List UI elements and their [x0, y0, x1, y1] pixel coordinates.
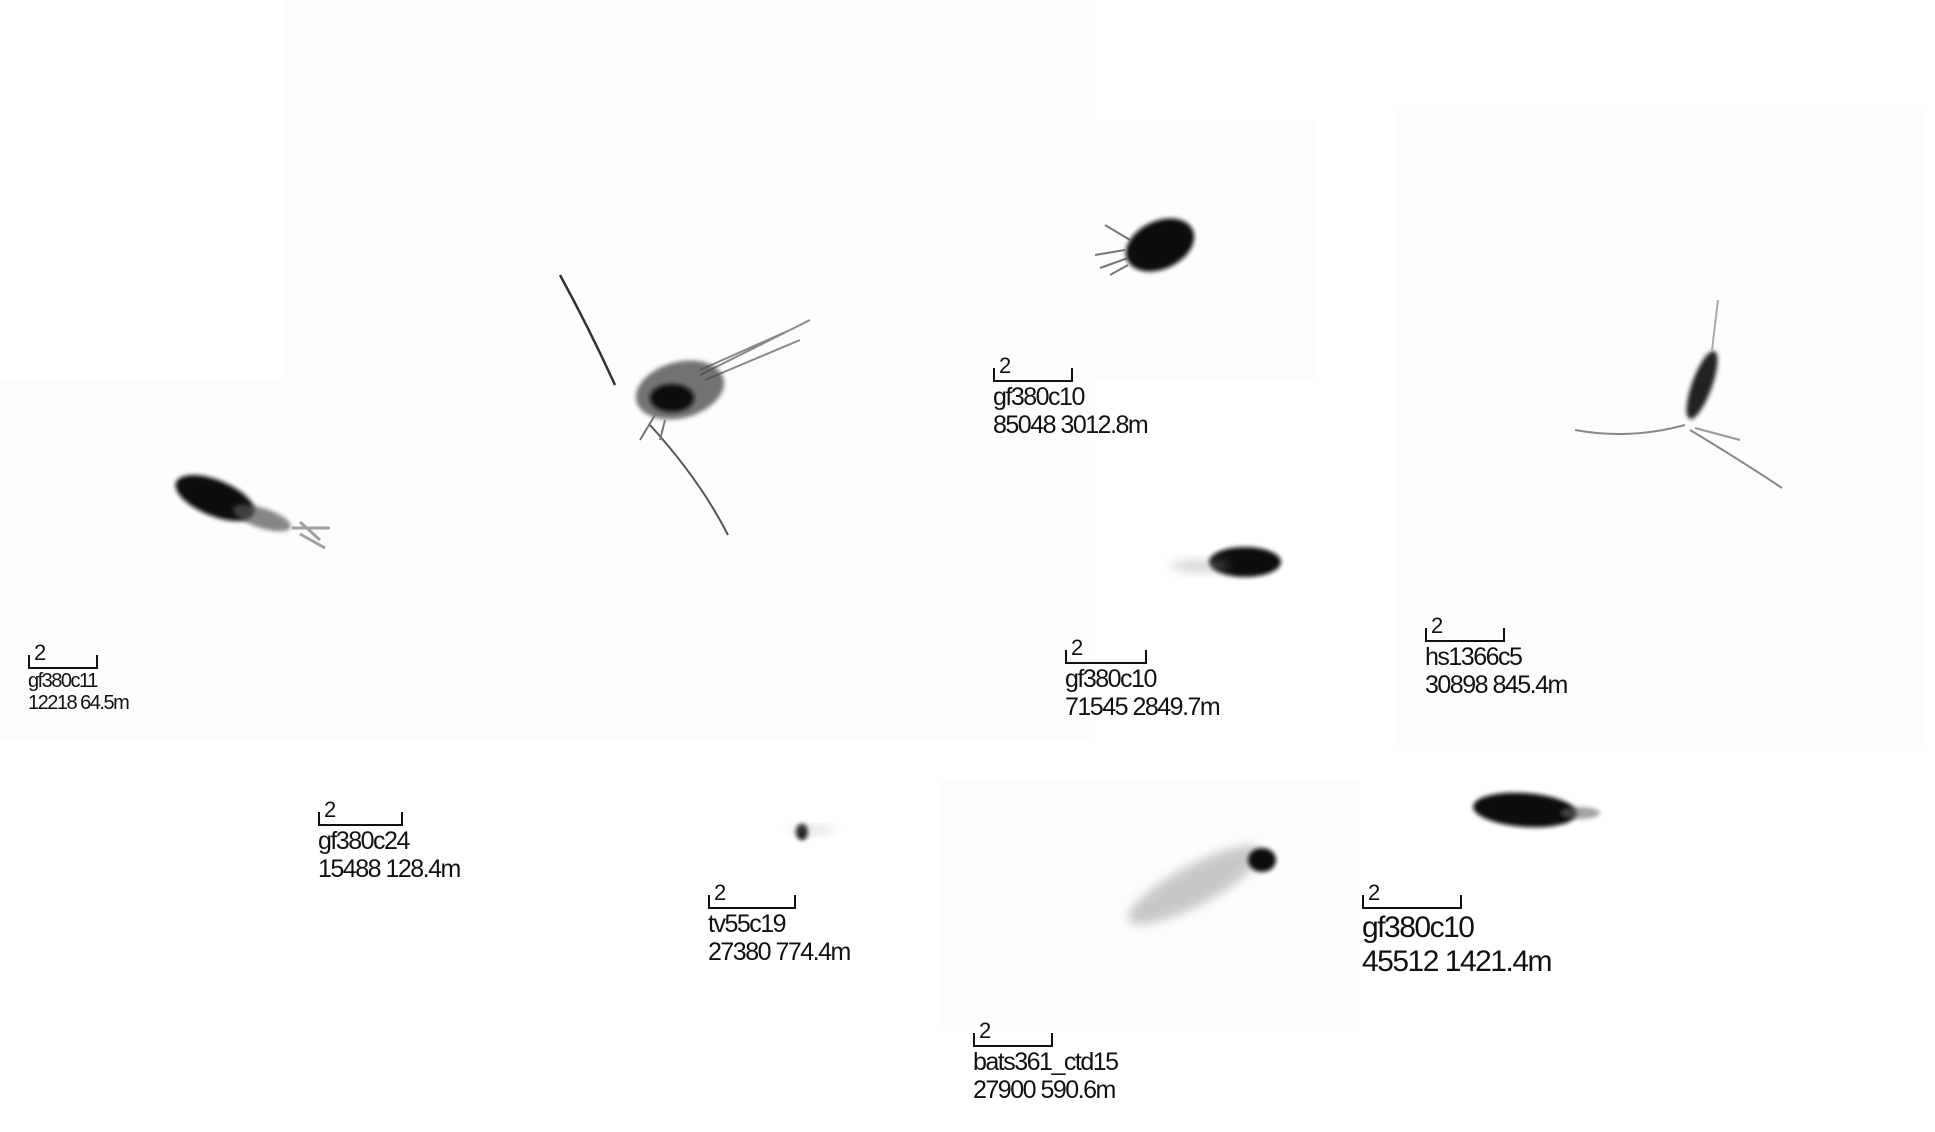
sample-id: gf380c10	[1065, 665, 1157, 693]
sample-id: gf380c10	[1362, 911, 1475, 944]
specimen-label-b: 2 gf380c24 15488 128.4m	[318, 799, 461, 883]
specimen-label-h: 2 gf380c10 45512 1421.4m	[1362, 882, 1553, 978]
specimen-label-e: 2 hs1366c5 30898 845.4m	[1425, 615, 1568, 699]
scale-bar-value: 2	[1368, 880, 1380, 905]
sample-depth: 85048 3012.8m	[993, 411, 1149, 439]
scale-bar-value: 2	[34, 640, 46, 665]
sample-id: bats361_ctd15	[973, 1048, 1119, 1076]
sample-id: gf380c24	[318, 827, 410, 855]
copepod-specimen-icon	[1473, 792, 1600, 828]
specimen-label-c: 2 gf380c10 85048 3012.8m	[993, 355, 1149, 439]
sample-depth: 15488 128.4m	[318, 855, 461, 883]
specimen-label-f: 2 tv55c19 27380 774.4m	[708, 882, 851, 966]
specimen-label-g: 2 bats361_ctd15 27900 590.6m	[973, 1020, 1119, 1104]
scale-bar-value: 2	[999, 353, 1011, 378]
sample-depth: 30898 845.4m	[1425, 671, 1568, 699]
sample-depth: 71545 2849.7m	[1065, 693, 1221, 721]
scale-bar-value: 2	[1431, 613, 1443, 638]
copepod-specimen-icon	[175, 475, 330, 550]
scale-bar-value: 2	[714, 880, 726, 905]
copepod-specimen-icon	[1170, 547, 1281, 577]
specimen-label-a: 2 gf380c11 12218 64.5m	[28, 642, 130, 714]
image-tile	[0, 380, 285, 740]
scale-bar-value: 2	[979, 1018, 991, 1043]
sample-id: gf380c11	[28, 670, 98, 692]
sample-depth: 45512 1421.4m	[1362, 945, 1553, 978]
sample-id: hs1366c5	[1425, 643, 1523, 671]
sample-id: tv55c19	[708, 910, 787, 938]
sample-id: gf380c10	[993, 383, 1085, 411]
specimen-label-d: 2 gf380c10 71545 2849.7m	[1065, 637, 1221, 721]
sample-depth: 12218 64.5m	[28, 692, 130, 714]
sample-depth: 27900 590.6m	[973, 1076, 1116, 1104]
scale-bar-value: 2	[324, 797, 336, 822]
copepod-specimen-icon	[1574, 299, 1783, 489]
scale-bar-value: 2	[1071, 635, 1083, 660]
image-tile	[1075, 120, 1315, 380]
copepod-specimen-icon	[1128, 845, 1276, 925]
sample-depth: 27380 774.4m	[708, 938, 851, 966]
copepod-specimen-icon	[1094, 218, 1195, 276]
copepod-specimen-icon	[558, 274, 811, 536]
copepod-specimen-icon	[790, 824, 834, 840]
